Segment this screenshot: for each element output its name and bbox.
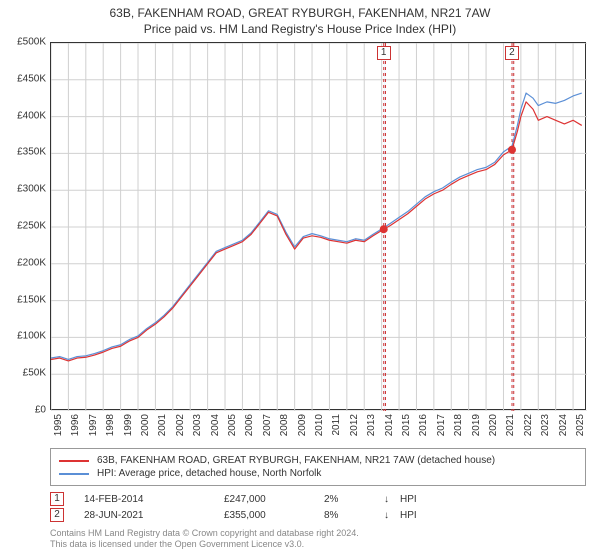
x-tick-label: 1997 xyxy=(88,414,99,436)
legend-swatch-hpi xyxy=(59,473,89,475)
sale-marker-1: 1 xyxy=(50,492,64,506)
sale-price-2: £355,000 xyxy=(224,510,324,521)
x-tick-label: 1995 xyxy=(53,414,64,436)
footer-line-1: Contains HM Land Registry data © Crown c… xyxy=(50,528,586,539)
x-tick-label: 2001 xyxy=(157,414,168,436)
x-tick-label: 2009 xyxy=(297,414,308,436)
sale-marker-box-1: 1 xyxy=(377,46,391,60)
sale-row-1: 1 14-FEB-2014 £247,000 2% ↓ HPI xyxy=(50,492,586,506)
x-tick-label: 2003 xyxy=(192,414,203,436)
legend-label-property: 63B, FAKENHAM ROAD, GREAT RYBURGH, FAKEN… xyxy=(97,455,495,466)
sale-price-1: £247,000 xyxy=(224,494,324,505)
y-tick-label: £300K xyxy=(0,184,46,195)
sales-table: 1 14-FEB-2014 £247,000 2% ↓ HPI 2 28-JUN… xyxy=(50,490,586,524)
x-tick-label: 2007 xyxy=(262,414,273,436)
y-tick-label: £0 xyxy=(0,405,46,416)
sale-marker-2: 2 xyxy=(50,508,64,522)
legend-row-hpi: HPI: Average price, detached house, Nort… xyxy=(59,468,577,479)
sale-arrow-1: ↓ xyxy=(384,494,400,505)
sale-hpi-2: HPI xyxy=(400,510,440,521)
x-tick-label: 2022 xyxy=(523,414,534,436)
sale-pct-1: 2% xyxy=(324,494,384,505)
y-tick-label: £350K xyxy=(0,147,46,158)
x-tick-label: 2021 xyxy=(505,414,516,436)
chart-legend: 63B, FAKENHAM ROAD, GREAT RYBURGH, FAKEN… xyxy=(50,448,586,486)
sale-row-2: 2 28-JUN-2021 £355,000 8% ↓ HPI xyxy=(50,508,586,522)
y-tick-label: £200K xyxy=(0,257,46,268)
x-tick-label: 1996 xyxy=(70,414,81,436)
sale-marker-box-2: 2 xyxy=(505,46,519,60)
x-tick-label: 2010 xyxy=(314,414,325,436)
sale-date-1: 14-FEB-2014 xyxy=(84,494,224,505)
chart-title: 63B, FAKENHAM ROAD, GREAT RYBURGH, FAKEN… xyxy=(0,0,600,22)
x-tick-label: 2023 xyxy=(540,414,551,436)
x-tick-label: 2012 xyxy=(349,414,360,436)
y-tick-label: £500K xyxy=(0,37,46,48)
y-tick-label: £250K xyxy=(0,221,46,232)
x-tick-label: 1998 xyxy=(105,414,116,436)
legend-swatch-property xyxy=(59,460,89,462)
sale-hpi-1: HPI xyxy=(400,494,440,505)
x-tick-label: 2017 xyxy=(436,414,447,436)
footer-line-2: This data is licensed under the Open Gov… xyxy=(50,539,586,550)
y-tick-label: £50K xyxy=(0,368,46,379)
x-tick-label: 2020 xyxy=(488,414,499,436)
x-tick-label: 2018 xyxy=(453,414,464,436)
y-tick-label: £400K xyxy=(0,110,46,121)
legend-label-hpi: HPI: Average price, detached house, Nort… xyxy=(97,468,321,479)
x-tick-label: 2002 xyxy=(175,414,186,436)
legend-row-property: 63B, FAKENHAM ROAD, GREAT RYBURGH, FAKEN… xyxy=(59,455,577,466)
x-tick-label: 2011 xyxy=(331,414,342,436)
y-tick-label: £450K xyxy=(0,73,46,84)
x-tick-label: 2008 xyxy=(279,414,290,436)
x-tick-label: 2004 xyxy=(210,414,221,436)
x-tick-label: 2000 xyxy=(140,414,151,436)
y-tick-label: £150K xyxy=(0,294,46,305)
sale-date-2: 28-JUN-2021 xyxy=(84,510,224,521)
x-tick-label: 2014 xyxy=(384,414,395,436)
footer-attribution: Contains HM Land Registry data © Crown c… xyxy=(50,528,586,551)
sale-arrow-2: ↓ xyxy=(384,510,400,521)
x-tick-label: 2025 xyxy=(575,414,586,436)
sale-pct-2: 8% xyxy=(324,510,384,521)
x-tick-label: 1999 xyxy=(123,414,134,436)
x-tick-label: 2013 xyxy=(366,414,377,436)
chart-plot-area xyxy=(50,42,586,410)
chart-subtitle: Price paid vs. HM Land Registry's House … xyxy=(0,22,600,42)
x-tick-label: 2015 xyxy=(401,414,412,436)
y-tick-label: £100K xyxy=(0,331,46,342)
x-tick-label: 2006 xyxy=(244,414,255,436)
chart-svg xyxy=(51,43,587,411)
x-tick-label: 2019 xyxy=(471,414,482,436)
container: 63B, FAKENHAM ROAD, GREAT RYBURGH, FAKEN… xyxy=(0,0,600,560)
x-tick-label: 2005 xyxy=(227,414,238,436)
x-tick-label: 2016 xyxy=(418,414,429,436)
x-tick-label: 2024 xyxy=(558,414,569,436)
